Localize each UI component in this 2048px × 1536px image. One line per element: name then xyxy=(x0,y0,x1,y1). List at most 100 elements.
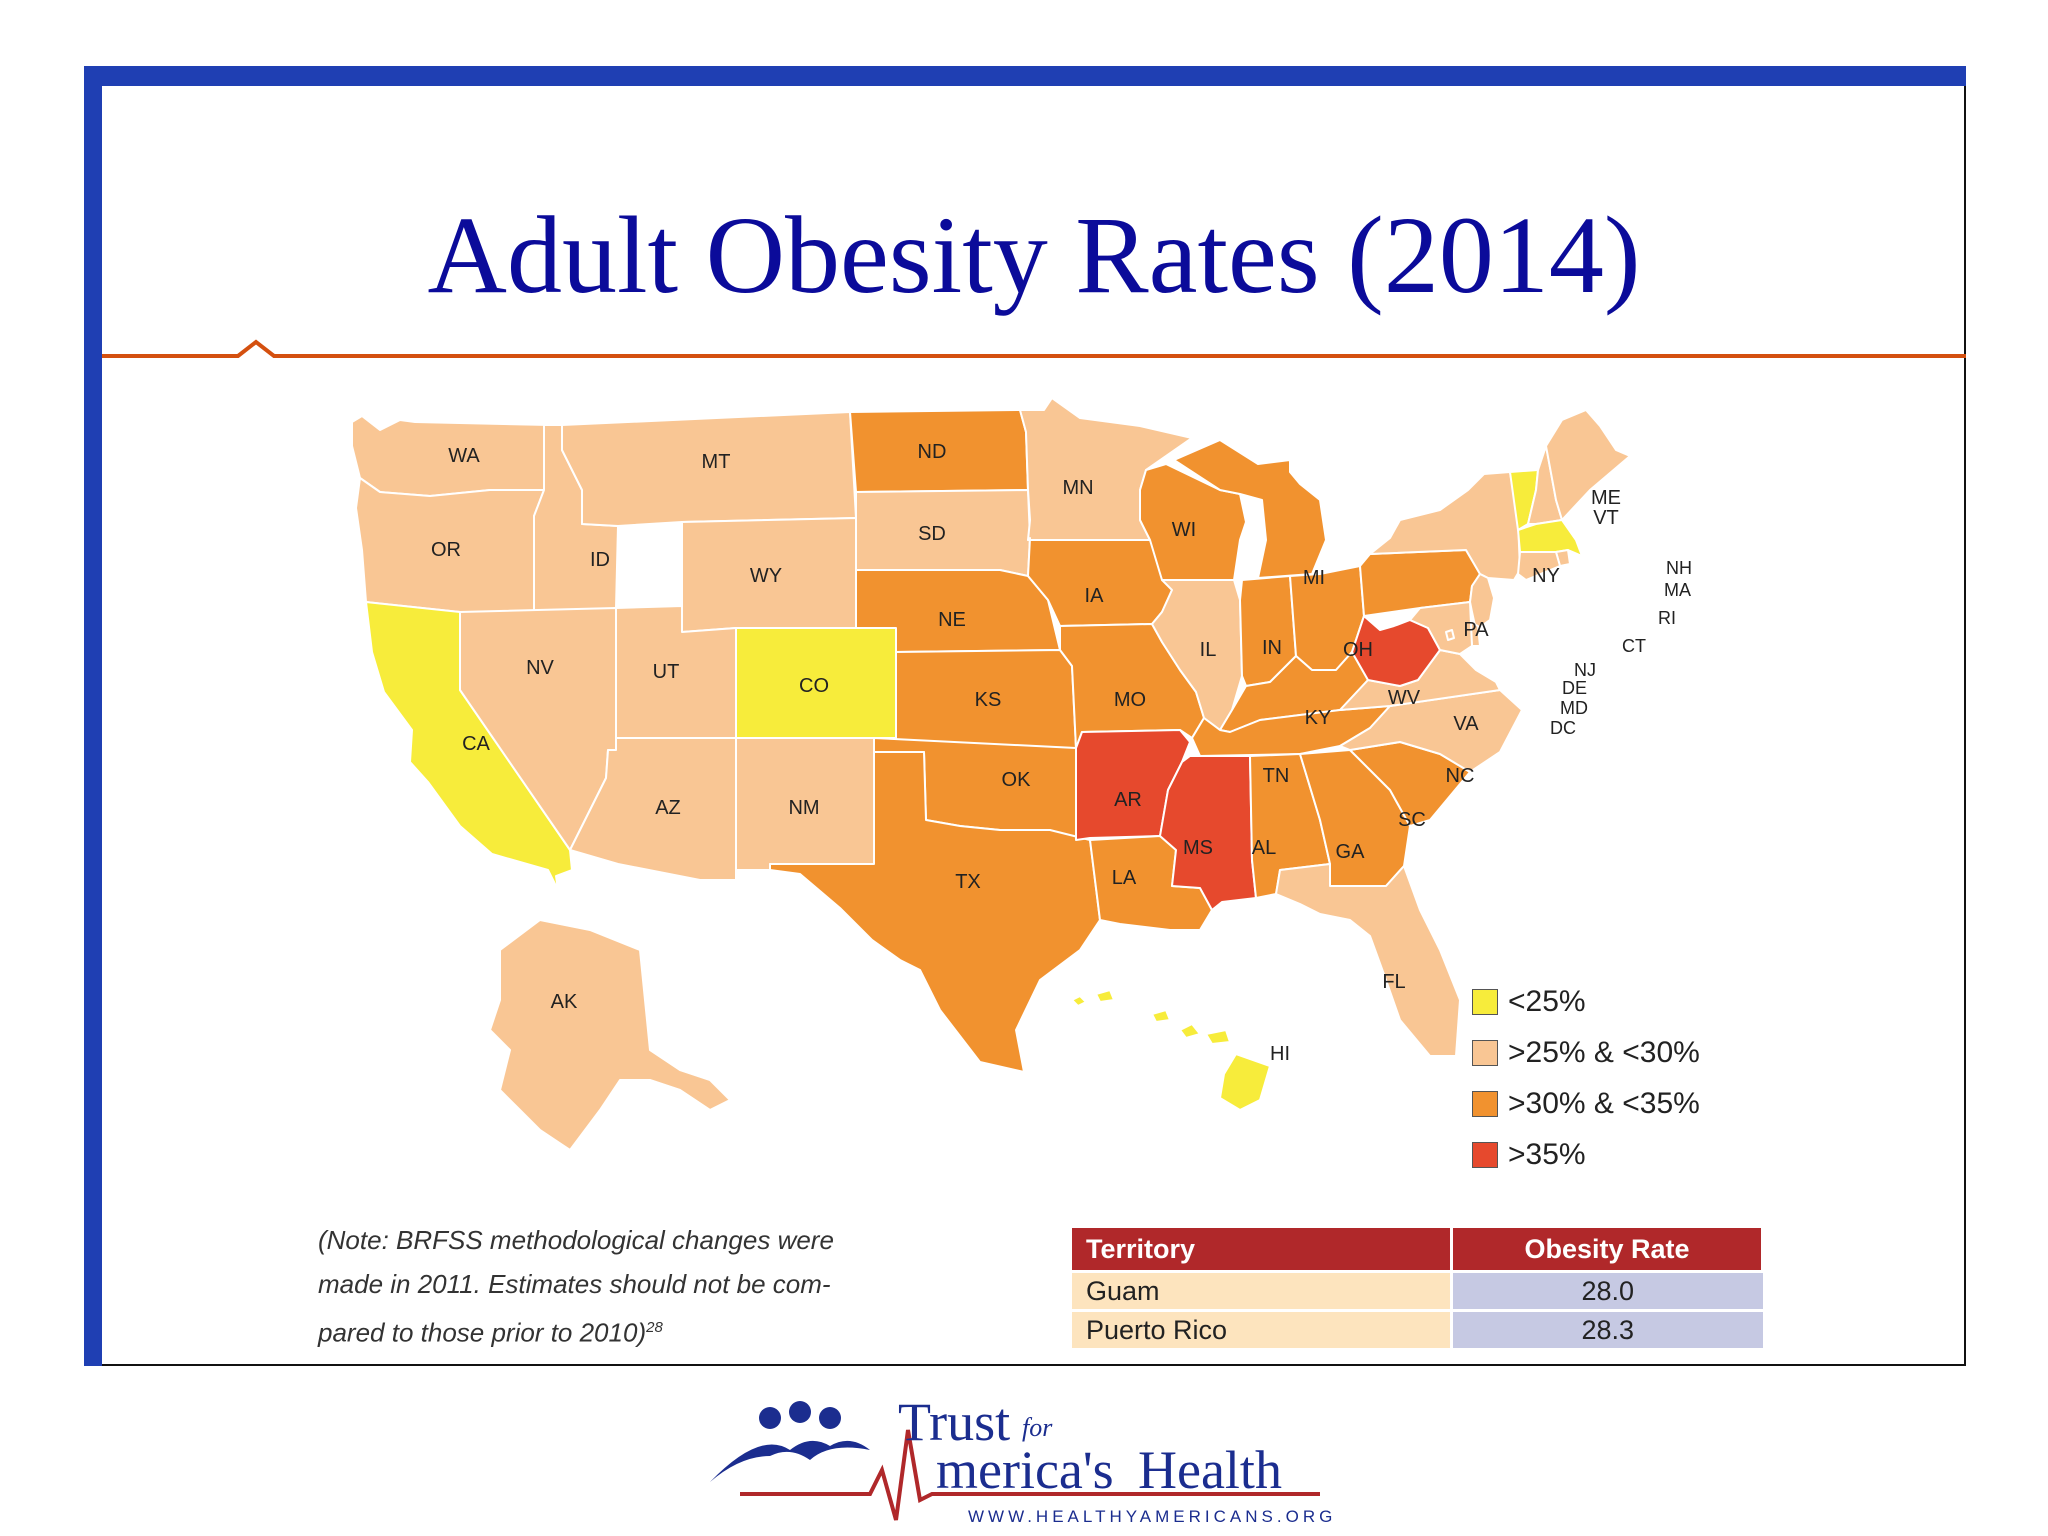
label-TX: TX xyxy=(955,871,981,893)
label-CO: CO xyxy=(799,675,829,697)
label-KY: KY xyxy=(1305,707,1332,729)
label-NC: NC xyxy=(1446,765,1475,787)
territory-table: Territory Obesity Rate Guam 28.0 Puerto … xyxy=(1072,1228,1764,1348)
label-AK: AK xyxy=(551,991,578,1013)
label-TN: TN xyxy=(1263,765,1290,787)
label-MT: MT xyxy=(702,451,731,473)
title-divider xyxy=(102,339,1966,358)
legend-item: >30% & <35% xyxy=(1472,1078,1700,1129)
state-NC xyxy=(1339,689,1523,773)
label-IL: IL xyxy=(1200,639,1217,661)
people-icon xyxy=(710,1401,870,1482)
label-WA: WA xyxy=(448,445,480,467)
label-IN: IN xyxy=(1262,637,1282,659)
label-CA: CA xyxy=(462,733,490,755)
legend-label: <25% xyxy=(1508,984,1586,1018)
table-row: Puerto Rico 28.3 xyxy=(1072,1309,1763,1348)
label-HI: HI xyxy=(1270,1043,1290,1065)
label-AL: AL xyxy=(1252,837,1276,859)
legend-label: >35% xyxy=(1508,1137,1586,1171)
state-AK xyxy=(489,919,731,1151)
col-header-rate: Obesity Rate xyxy=(1451,1228,1764,1272)
label-AR: AR xyxy=(1114,789,1142,811)
territory-cell: Puerto Rico xyxy=(1072,1309,1453,1348)
state-ME xyxy=(1545,409,1631,521)
col-header-territory: Territory xyxy=(1072,1228,1453,1272)
table-header-row: Territory Obesity Rate xyxy=(1072,1228,1764,1272)
note-line: pared to those prior to 2010)28 xyxy=(318,1306,958,1355)
label-NJ: NJ xyxy=(1574,660,1596,680)
legend-item: >25% & <30% xyxy=(1472,1027,1700,1078)
label-DE: DE xyxy=(1562,678,1587,698)
state-HI xyxy=(1071,989,1271,1111)
label-NM: NM xyxy=(788,797,819,819)
legend-swatch xyxy=(1472,1090,1498,1117)
label-MA: MA xyxy=(1664,580,1691,600)
label-MO: MO xyxy=(1114,689,1146,711)
rate-cell: 28.0 xyxy=(1451,1270,1763,1311)
legend-swatch xyxy=(1472,1039,1498,1066)
tfah-logo: Trust for merica's Health WWW.HEALTHYAME… xyxy=(710,1392,1336,1526)
legend-swatch xyxy=(1472,988,1498,1015)
label-IA: IA xyxy=(1085,585,1105,607)
label-OK: OK xyxy=(1002,769,1032,791)
label-NH: NH xyxy=(1666,558,1692,578)
footnote-ref: 28 xyxy=(646,1319,663,1336)
table-row: Guam 28.0 xyxy=(1072,1270,1763,1311)
logo-americas: merica's xyxy=(936,1440,1114,1500)
state-MI xyxy=(1173,439,1327,579)
state-CT xyxy=(1517,551,1561,581)
label-MI: MI xyxy=(1303,567,1325,589)
label-NY: NY xyxy=(1532,565,1560,587)
logo-trust: Trust xyxy=(898,1392,1010,1452)
state-MS xyxy=(1159,755,1257,911)
state-labels-layer: WA OR CA ID NV MT WY UT AZ CO NM ND SD N… xyxy=(431,441,1692,1065)
note-line: made in 2011. Estimates should not be co… xyxy=(318,1269,831,1299)
note-line: (Note: BRFSS methodological changes were xyxy=(318,1225,834,1255)
logo-health: Health xyxy=(1138,1440,1282,1500)
label-RI: RI xyxy=(1658,608,1676,628)
state-WI xyxy=(1139,463,1247,581)
frame-left-bar xyxy=(84,66,102,1366)
state-MD xyxy=(1409,601,1473,655)
label-AZ: AZ xyxy=(655,797,681,819)
label-FL: FL xyxy=(1382,971,1405,993)
legend-label: >25% & <30% xyxy=(1508,1035,1700,1069)
territory-cell: Guam xyxy=(1072,1270,1453,1311)
label-VA: VA xyxy=(1453,713,1479,735)
label-OR: OR xyxy=(431,539,461,561)
map-legend: <25% >25% & <30% >30% & <35% >35% xyxy=(1472,976,1700,1180)
label-PA: PA xyxy=(1463,619,1489,641)
legend-swatch xyxy=(1472,1141,1498,1168)
label-CT: CT xyxy=(1622,636,1646,656)
label-SD: SD xyxy=(918,523,946,545)
logo-url: WWW.HEALTHYAMERICANS.ORG xyxy=(968,1507,1336,1526)
heartbeat-line xyxy=(740,1429,1320,1521)
label-MS: MS xyxy=(1183,837,1213,859)
note-line-text: pared to those prior to 2010) xyxy=(318,1317,647,1348)
slide-title: Adult Obesity Rates (2014) xyxy=(427,194,1641,316)
label-DC: DC xyxy=(1550,718,1576,738)
legend-item: <25% xyxy=(1472,976,1700,1027)
label-MD: MD xyxy=(1560,698,1588,718)
legend-label: >30% & <35% xyxy=(1508,1086,1700,1120)
label-SC: SC xyxy=(1398,809,1426,831)
label-LA: LA xyxy=(1112,867,1137,889)
label-KS: KS xyxy=(975,689,1002,711)
label-ID: ID xyxy=(590,549,610,571)
label-ME: ME xyxy=(1591,487,1621,509)
frame-top-bar xyxy=(84,66,1966,86)
rate-cell: 28.3 xyxy=(1451,1309,1763,1348)
states-layer xyxy=(351,397,1631,1151)
label-WY: WY xyxy=(750,565,782,587)
label-UT: UT xyxy=(653,661,680,683)
legend-item: >35% xyxy=(1472,1129,1700,1180)
label-ND: ND xyxy=(918,441,947,463)
label-NE: NE xyxy=(938,609,966,631)
us-obesity-map: WA OR CA ID NV MT WY UT AZ CO NM ND SD N… xyxy=(351,397,1692,1151)
label-NV: NV xyxy=(526,657,554,679)
label-WV: WV xyxy=(1388,687,1421,709)
state-FL xyxy=(1275,863,1461,1057)
state-TX xyxy=(769,751,1101,1073)
label-MN: MN xyxy=(1062,477,1093,499)
